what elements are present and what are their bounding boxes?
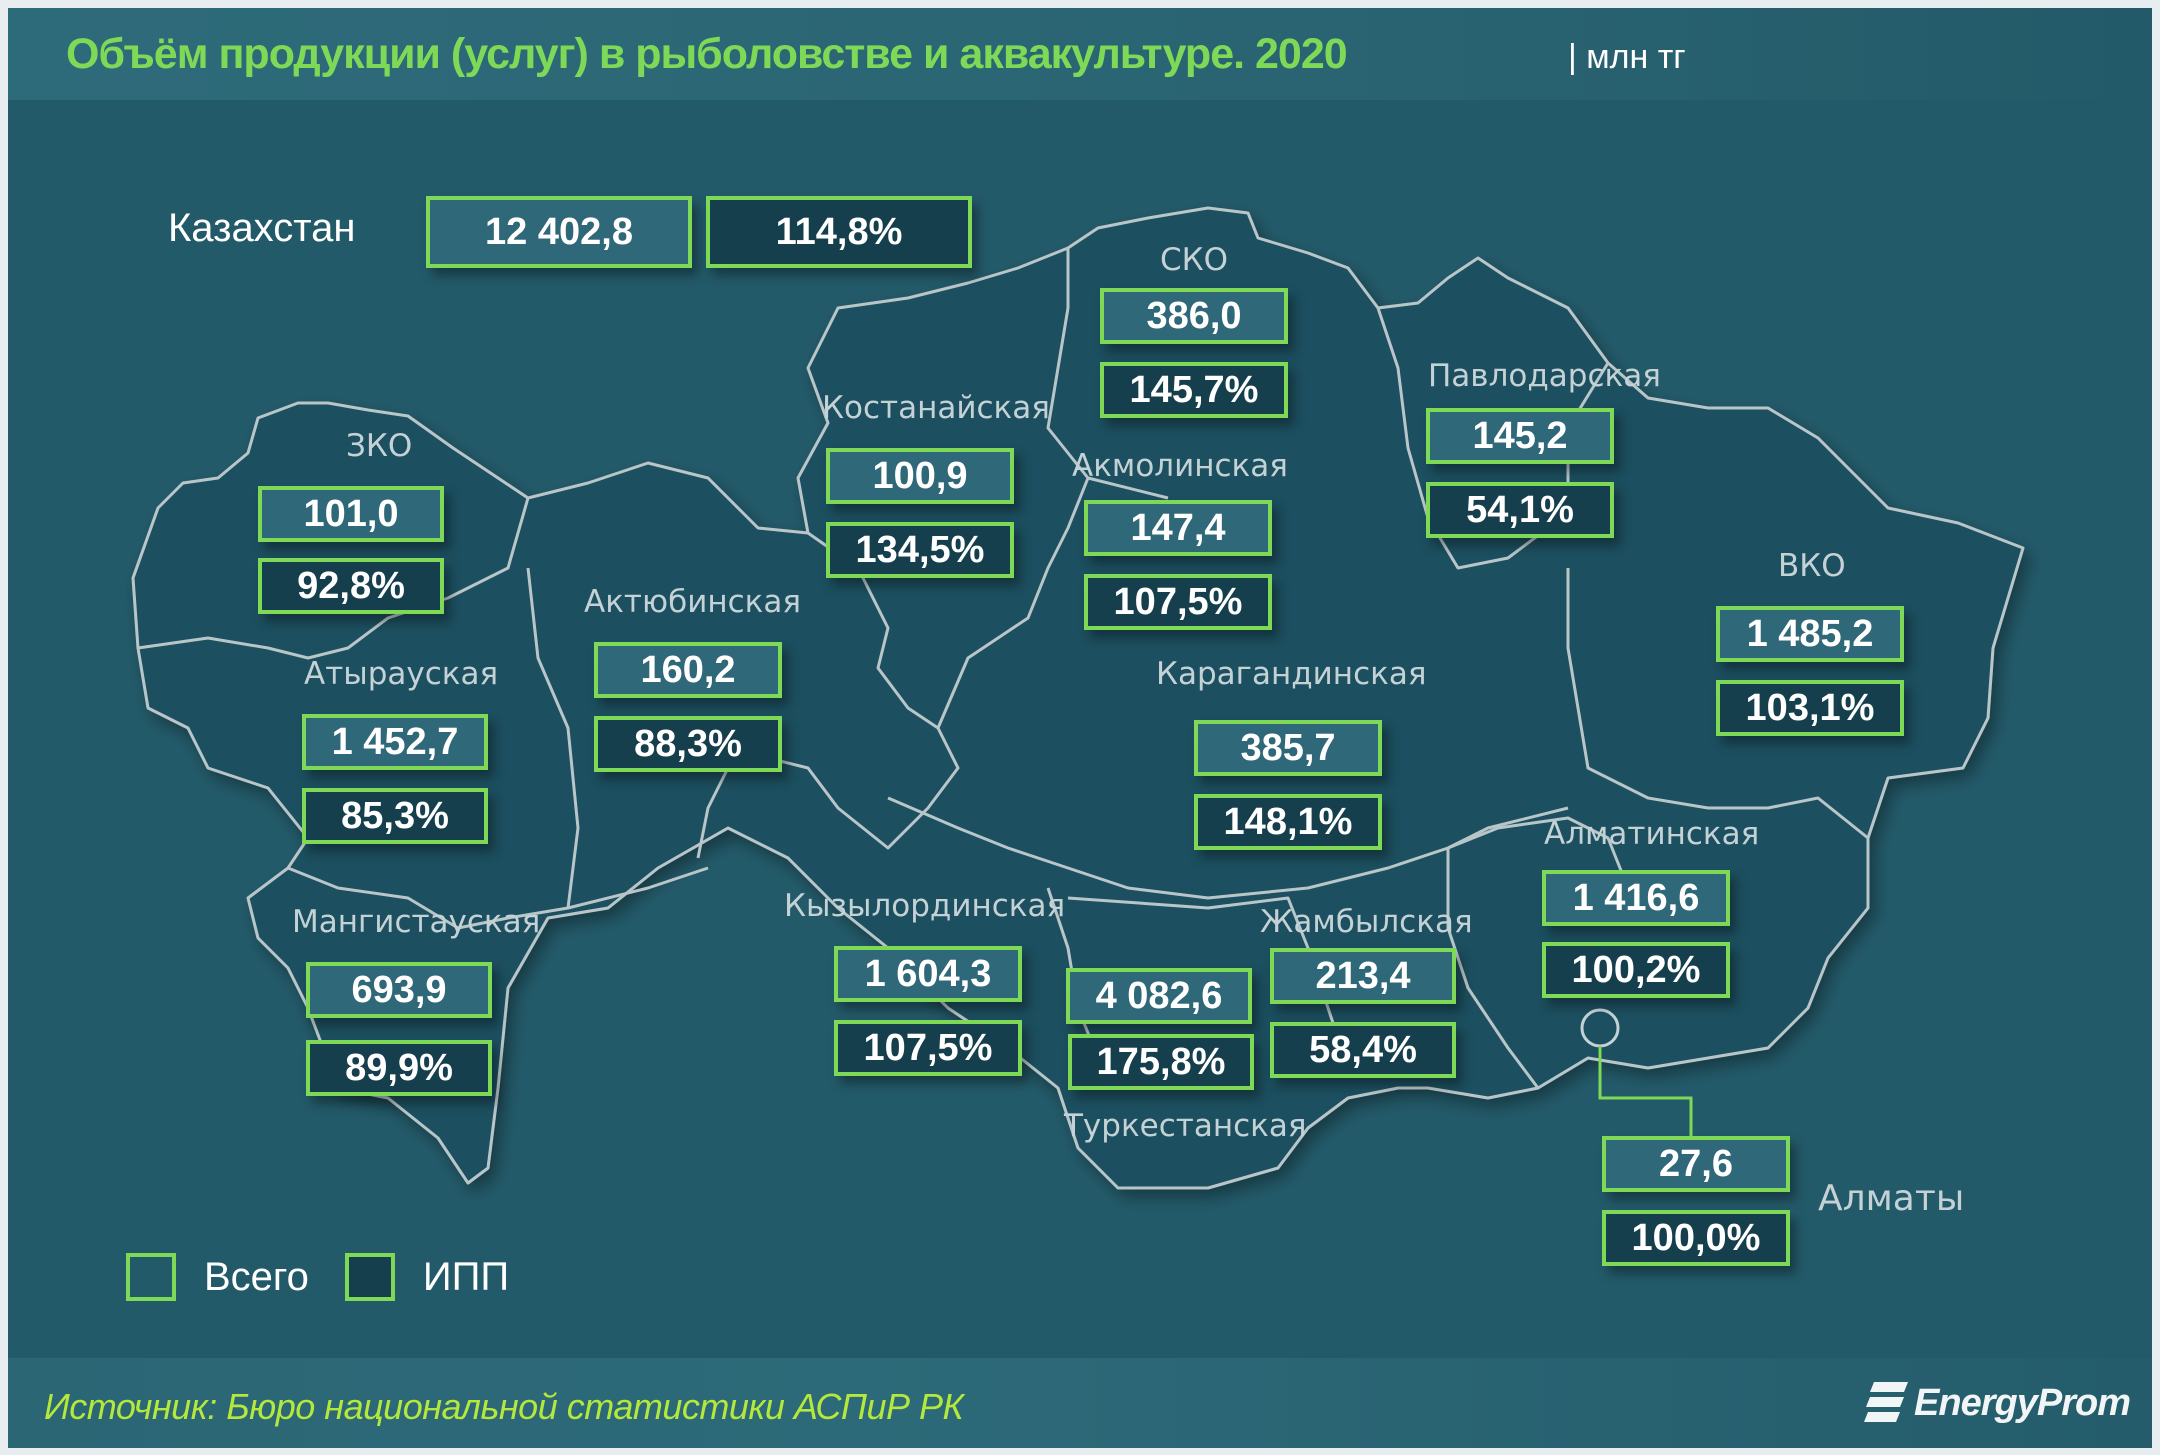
footer: Источник: Бюро национальной статистики А… [8,1358,2152,1448]
energyprom-logo: EnergyProm [1864,1380,2131,1426]
region-label-pavlodar: Павлодарская [1428,358,1661,394]
region-ipp-vko: 103,1% [1716,680,1904,736]
region-label-aktobe: Актюбинская [584,584,802,620]
legend: Всего ИПП [126,1253,545,1301]
border-akmola [936,477,1090,729]
almaty-leader-line [1598,1046,1693,1136]
region-ipp-kostanay: 134,5% [826,522,1014,578]
logo-stripes-icon [1864,1382,1909,1422]
region-total-atyrau: 1 452,7 [302,714,488,770]
region-label-zhambyl: Жамбылская [1260,904,1473,940]
legend-ipp-swatch [344,1253,395,1301]
region-ipp-zko: 92,8% [258,558,444,614]
region-ipp-turkestan: 175,8% [1068,1034,1254,1090]
region-total-zhambyl: 213,4 [1270,948,1456,1004]
region-total-sko: 386,0 [1100,288,1288,344]
region-ipp-mangistau: 89,9% [306,1040,492,1096]
region-total-vko: 1 485,2 [1716,606,1904,662]
legend-ipp-label: ИПП [422,1254,510,1299]
region-label-turkestan: Туркестанская [1064,1108,1307,1144]
region-total-karaganda: 385,7 [1194,720,1382,776]
region-ipp-atyrau: 85,3% [302,788,488,844]
region-label-almaty-region: Алматинская [1544,816,1760,852]
region-label-atyrau: Атырауская [304,656,499,692]
region-label-sko: СКО [1160,242,1229,278]
region-label-akmola: Акмолинская [1072,448,1288,484]
border-vko [1566,568,1869,840]
region-label-kyzylorda: Кызылординская [784,888,1066,924]
region-ipp-pavlodar: 54,1% [1426,482,1614,538]
country-ipp-box: 114,8% [706,196,972,268]
border-almaty-region [1447,816,1630,889]
region-ipp-aktobe: 88,3% [594,716,782,772]
region-ipp-sko: 145,7% [1100,362,1288,418]
region-label-vko: ВКО [1778,548,1846,584]
legend-total-label: Всего [204,1254,309,1299]
region-ipp-zhambyl: 58,4% [1270,1022,1456,1078]
country-label: Казахстан [168,206,356,250]
region-total-almaty-city: 27,6 [1602,1136,1790,1192]
country-total-box: 12 402,8 [426,196,692,268]
border-zhambyl [1446,848,1540,1089]
region-total-almaty-region: 1 416,6 [1542,870,1730,926]
region-total-mangistau: 693,9 [306,962,492,1018]
region-ipp-karaganda: 148,1% [1194,794,1382,850]
border-mangistau [287,866,709,930]
region-total-kyzylorda: 1 604,3 [834,946,1022,1002]
border-kost-sko [1046,248,1169,500]
source-text: Источник: Бюро национальной статистики А… [44,1386,964,1427]
border-atyrau [526,567,580,909]
region-total-turkestan: 4 082,6 [1066,968,1252,1024]
border-turkestan [1067,896,1350,1069]
region-total-akmola: 147,4 [1084,500,1272,556]
region-label-zko: ЗКО [346,428,413,464]
infographic-frame: Объём продукции (услуг) в рыболовстве и … [8,8,2152,1448]
region-label-karaganda: Карагандинская [1156,656,1427,692]
region-label-mangistau: Мангистауская [292,904,541,940]
region-total-zko: 101,0 [258,486,444,542]
header: Объём продукции (услуг) в рыболовстве и … [8,8,2152,100]
region-label-kostanay: Костанайская [822,390,1050,426]
region-total-kostanay: 100,9 [826,448,1014,504]
region-total-pavlodar: 145,2 [1426,408,1614,464]
region-total-aktobe: 160,2 [594,642,782,698]
region-ipp-kyzylorda: 107,5% [834,1020,1022,1076]
border-zko [137,497,530,660]
logo-text: EnergyProm [1914,1381,2131,1424]
page-title: Объём продукции (услуг) в рыболовстве и … [66,30,1348,78]
region-label-almaty-city: Алматы [1818,1178,1965,1219]
region-ipp-almaty-city: 100,0% [1602,1210,1790,1266]
unit-label: | млн тг [1568,38,1686,76]
legend-total-swatch [126,1253,176,1301]
region-ipp-akmola: 107,5% [1084,574,1272,630]
region-ipp-almaty-region: 100,2% [1542,942,1730,998]
